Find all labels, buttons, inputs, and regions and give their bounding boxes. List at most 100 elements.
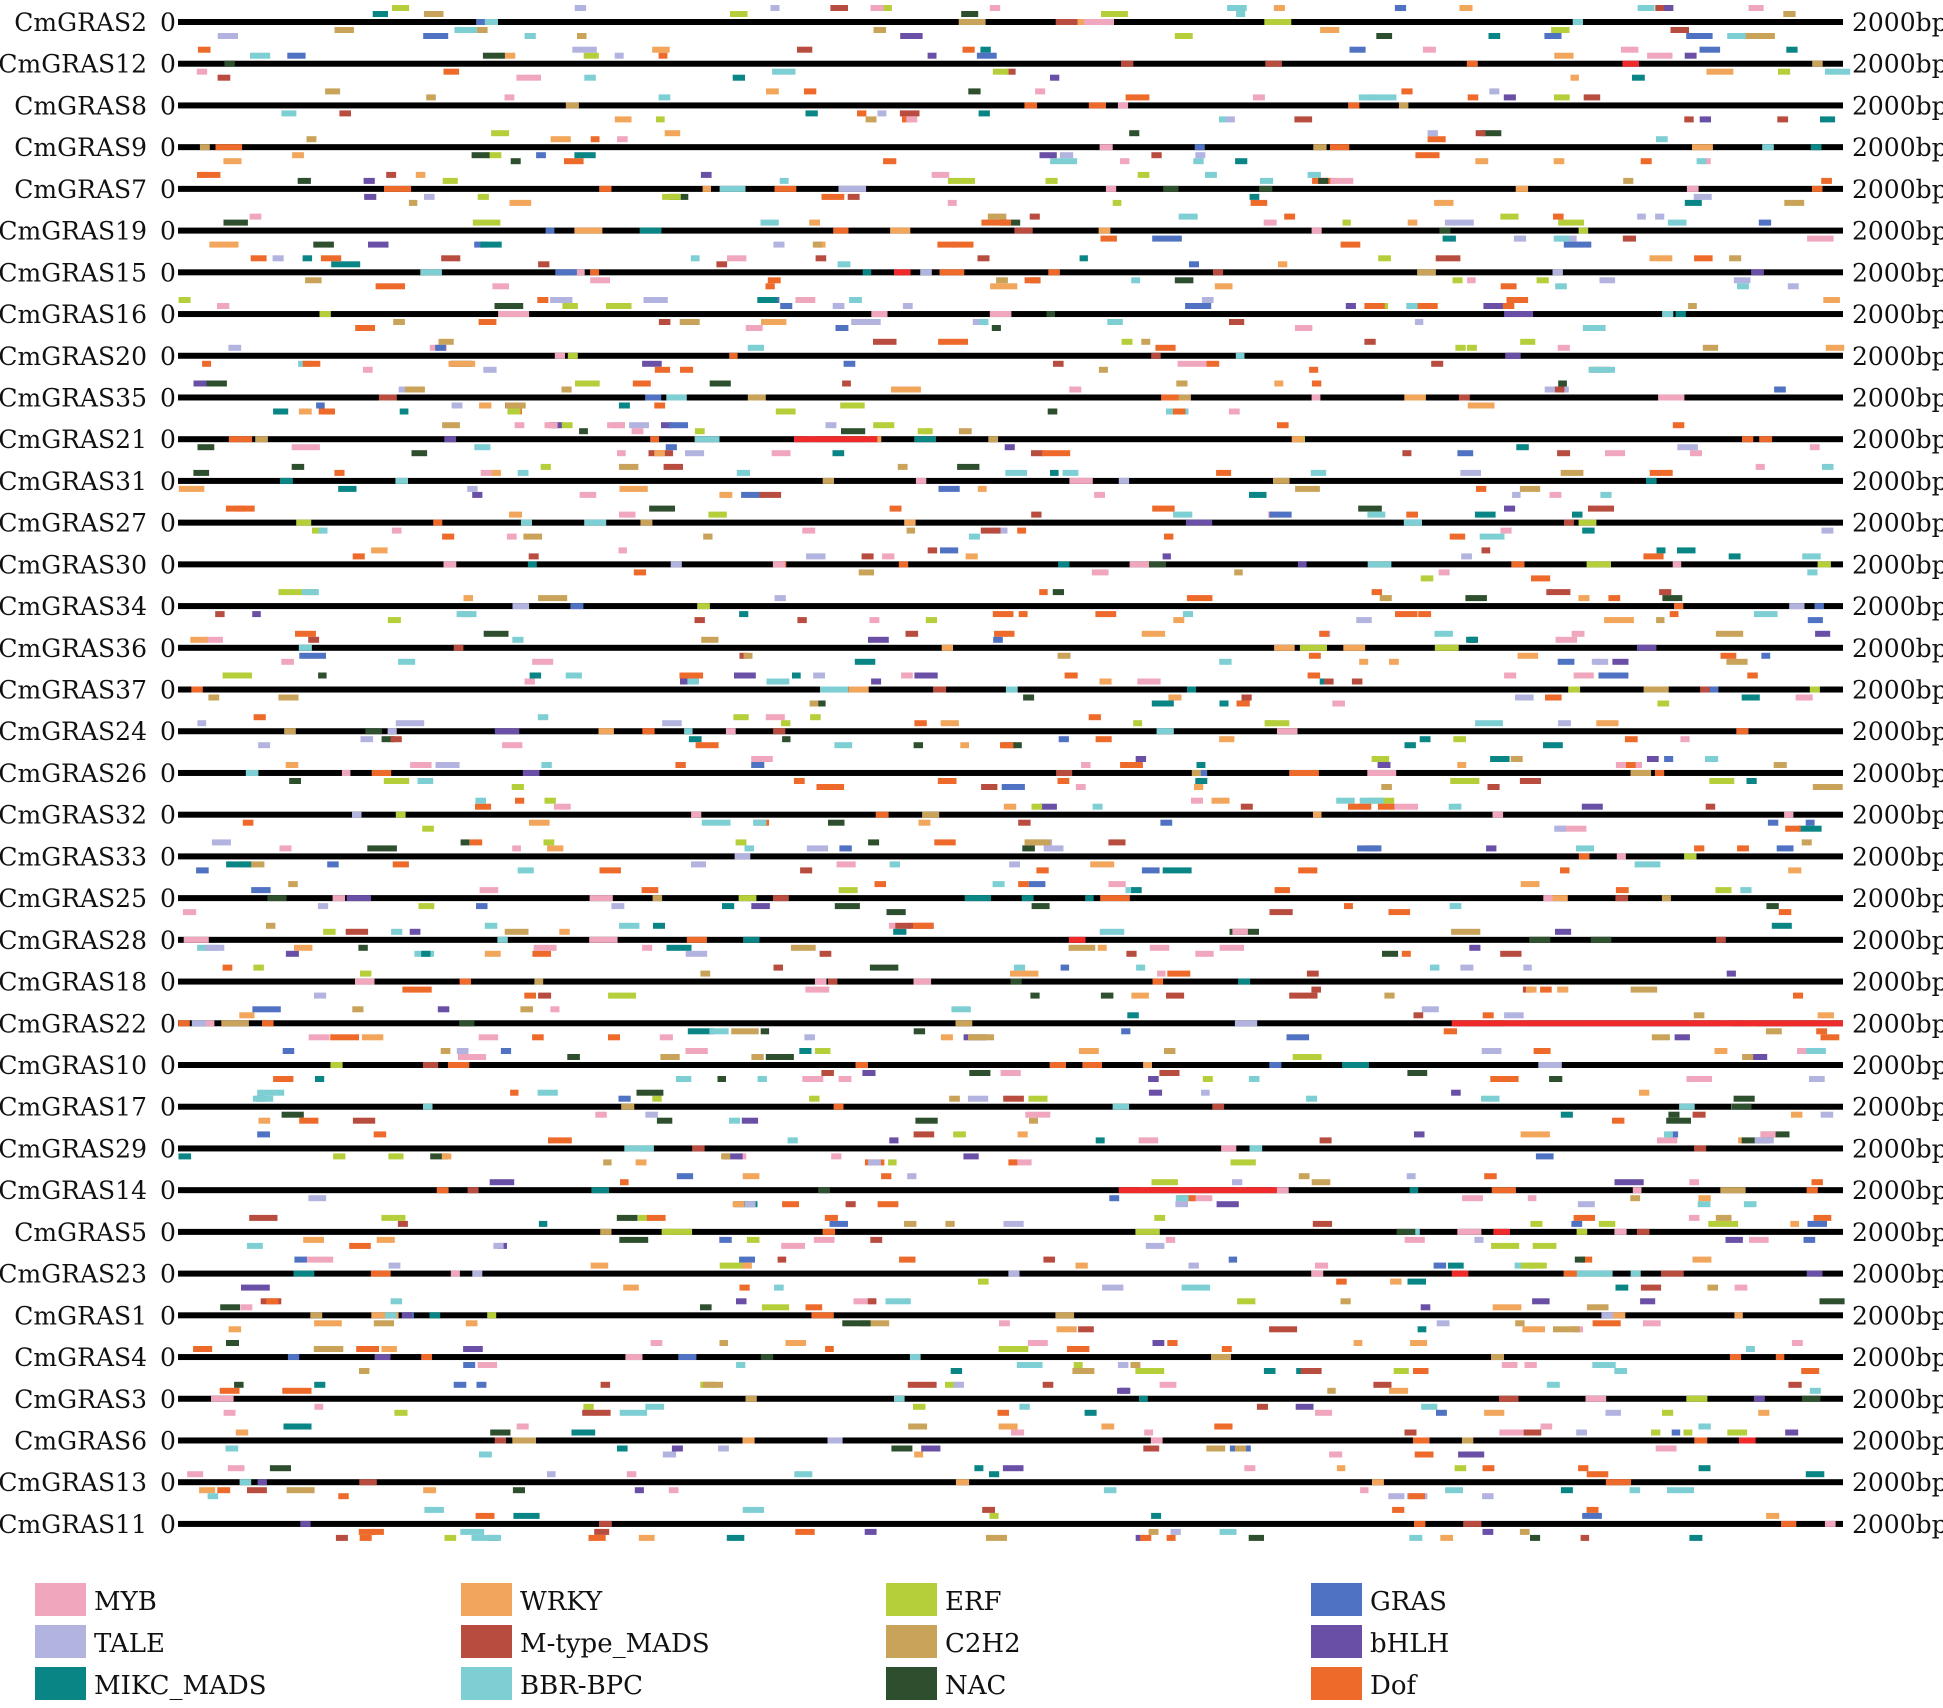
cis-element (1188, 1262, 1199, 1269)
gene-label: CmGRAS23 (0, 1260, 147, 1289)
cis-element (1679, 1103, 1695, 1110)
cis-element (654, 450, 665, 457)
cis-element (902, 303, 913, 309)
cis-element (1250, 199, 1268, 206)
cis-element (451, 402, 463, 409)
gene-label: CmGRAS1 (14, 1301, 147, 1330)
cis-element (359, 1479, 377, 1486)
cis-element (950, 1368, 963, 1374)
cis-element (1461, 1437, 1474, 1444)
cis-element (679, 672, 704, 679)
cis-element (1784, 811, 1794, 818)
cis-element (417, 778, 434, 784)
cis-element (953, 1131, 966, 1138)
sequence-gap (1118, 1187, 1277, 1194)
cis-element (392, 861, 409, 868)
cis-element (1481, 130, 1502, 137)
cis-element (765, 1054, 794, 1060)
cis-element (1692, 144, 1713, 151)
cis-element (1227, 5, 1247, 11)
legend-item: MYB (35, 1583, 157, 1617)
cis-element (658, 94, 671, 101)
cis-element (491, 130, 510, 137)
cis-element (183, 936, 209, 943)
cis-element (679, 319, 700, 325)
cis-element (215, 611, 225, 618)
cis-element (1680, 736, 1690, 743)
cis-element (520, 519, 532, 526)
cis-element (1674, 603, 1684, 610)
cis-element (904, 1220, 917, 1227)
cis-element (443, 68, 460, 75)
cis-element (1693, 1012, 1705, 1019)
cis-element (1637, 5, 1655, 11)
cis-element (1263, 219, 1277, 226)
cis-element (654, 402, 666, 409)
cis-element (1219, 944, 1244, 951)
cis-element (968, 88, 981, 95)
cis-element (1376, 33, 1393, 39)
cis-element (590, 277, 610, 284)
cis-element (726, 1534, 745, 1541)
cis-element (1554, 386, 1565, 393)
cis-element (1734, 1284, 1748, 1291)
cis-element (1737, 845, 1749, 852)
cis-element (1454, 1465, 1467, 1472)
cis-element (952, 241, 974, 248)
cis-element (668, 422, 688, 429)
cis-element (742, 1262, 752, 1269)
legend-item: Dof (1311, 1667, 1418, 1701)
cis-element (828, 819, 845, 826)
cis-element (393, 319, 405, 325)
cis-element (1601, 1312, 1620, 1319)
cis-element (1408, 1493, 1425, 1500)
cis-element (1072, 1368, 1095, 1374)
cis-element (1003, 630, 1015, 637)
cis-element (1018, 881, 1029, 888)
cis-element (1003, 1095, 1024, 1102)
cis-element (1807, 235, 1834, 242)
cis-element (913, 1403, 926, 1410)
promoter-row: CmGRAS19 0 2000bp (0, 213, 1943, 248)
cis-element (1557, 450, 1571, 457)
cis-element (1458, 1451, 1485, 1458)
cis-element (1785, 1429, 1799, 1436)
cis-element (1758, 219, 1772, 226)
cis-element (375, 283, 405, 290)
sequence-gap (794, 436, 878, 443)
cis-element (1394, 5, 1407, 11)
cis-element (1462, 1195, 1483, 1202)
cis-element (1614, 1179, 1644, 1186)
cis-element (767, 277, 781, 284)
cis-element (281, 1111, 304, 1118)
cis-element (1512, 491, 1521, 498)
cis-element (423, 33, 449, 39)
gene-label: CmGRAS15 (0, 258, 147, 287)
promoter-row: CmGRAS22 0 2000bp (0, 1006, 1943, 1041)
promoter-row: CmGRAS34 0 2000bp (0, 589, 1943, 624)
cis-element (442, 533, 455, 540)
cis-element (1655, 5, 1667, 11)
cis-element (1013, 742, 1022, 749)
cis-element (656, 116, 665, 123)
cis-element (953, 1381, 964, 1388)
cis-element (1457, 1228, 1482, 1235)
start-label: 0 (160, 8, 176, 37)
cis-element (478, 1034, 499, 1041)
cis-element (1532, 1298, 1550, 1305)
cis-element (782, 736, 791, 743)
cis-element (1017, 1131, 1028, 1138)
cis-element (422, 825, 434, 832)
cis-element (282, 1048, 295, 1054)
cis-element (373, 1320, 394, 1327)
cis-element (1502, 303, 1515, 309)
cis-element (1736, 728, 1749, 735)
gene-label: CmGRAS33 (0, 842, 147, 871)
start-label: 0 (160, 1051, 176, 1080)
cis-element (332, 895, 345, 902)
cis-element (967, 1095, 989, 1102)
promoter-line (178, 102, 1843, 109)
cis-element (1530, 1534, 1541, 1541)
cis-element (1810, 144, 1822, 151)
cis-element (1377, 762, 1391, 768)
